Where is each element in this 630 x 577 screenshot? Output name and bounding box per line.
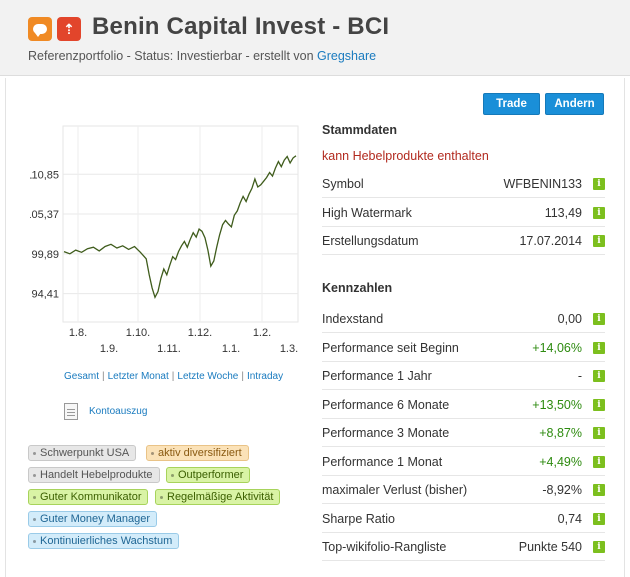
- stammdaten-row-high-watermark: High Watermark 113,49 i: [322, 199, 605, 227]
- row-label: Performance 3 Monate: [322, 425, 450, 440]
- range-separator: |: [102, 371, 105, 382]
- row-label: High Watermark: [322, 205, 412, 220]
- row-label: Erstellungsdatum: [322, 233, 419, 248]
- range-intraday[interactable]: Intraday: [246, 371, 284, 382]
- page-subtitle: Referenzportfolio - Status: Investierbar…: [28, 49, 376, 63]
- kontoauszug-link[interactable]: Kontoauszug: [89, 406, 148, 417]
- kennzahl-row-rangliste: Top-wikifolio-Rangliste Punkte 540 i: [322, 533, 605, 561]
- stammdaten-title: Stammdaten: [322, 123, 398, 137]
- x-axis-ticks: 1.8. 1.10. 1.12. 1.2. 1.9. 1.11. 1.1. 1.3.: [69, 327, 298, 355]
- kennzahl-row-sharpe-ratio: Sharpe Ratio 0,74 i: [322, 505, 605, 533]
- kennzahl-row-maximaler-verlust: maximaler Verlust (bisher) -8,92% i: [322, 476, 605, 504]
- tag-kontinuierliches-wachstum[interactable]: Kontinuierliches Wachstum: [28, 533, 180, 549]
- row-label: Indexstand: [322, 311, 384, 326]
- page-title: Benin Capital Invest - BCI: [92, 13, 390, 40]
- info-icon[interactable]: i: [593, 540, 605, 553]
- y-tick-label: 99,89: [31, 249, 59, 261]
- y-tick-label: 110,85: [30, 169, 59, 181]
- row-label: Symbol: [322, 176, 364, 191]
- kennzahl-row-indexstand: Indexstand 0,00 i: [322, 305, 605, 333]
- row-label: Performance 1 Monat: [322, 454, 443, 469]
- info-icon[interactable]: i: [593, 341, 605, 354]
- row-value: -: [577, 368, 582, 383]
- info-icon[interactable]: i: [593, 512, 605, 525]
- performance-chart: 110,85 105,37 99,89 94,41 1.8. 1.10. 1.12. 1.2…: [30, 125, 299, 355]
- info-icon[interactable]: i: [593, 398, 605, 411]
- info-icon[interactable]: i: [593, 312, 605, 325]
- info-icon[interactable]: i: [593, 455, 605, 468]
- subtitle-text: Referenzportfolio - Status: Investierbar…: [28, 49, 318, 63]
- x-tick-label: 1.2.: [253, 327, 271, 339]
- x-tick-label: 1.11.: [157, 343, 181, 355]
- row-label: Performance 1 Jahr: [322, 368, 432, 383]
- kennzahl-row-performance-seit-beginn: Performance seit Beginn +14,06% i: [322, 334, 605, 362]
- tag-guter-money-manager[interactable]: Guter Money Manager: [28, 511, 158, 527]
- info-icon[interactable]: i: [593, 369, 605, 382]
- kennzahl-row-performance-3-monate: Performance 3 Monate +8,87% i: [322, 419, 605, 447]
- kennzahlen-title: Kennzahlen: [322, 281, 393, 295]
- y-axis-ticks: 110,85 105,37 99,89 94,41: [30, 169, 59, 300]
- row-label: Sharpe Ratio: [322, 511, 395, 526]
- tag-aktiv-diversifiziert[interactable]: aktiv diversifiziert: [146, 445, 249, 461]
- info-icon[interactable]: i: [593, 177, 605, 190]
- kennzahl-row-performance-1-jahr: Performance 1 Jahr - i: [322, 362, 605, 390]
- arrow-up-icon[interactable]: ⇡: [57, 17, 81, 41]
- tag-handelt-hebelprodukte[interactable]: Handelt Hebelprodukte: [28, 467, 160, 483]
- row-value: -8,92%: [542, 482, 582, 497]
- info-icon[interactable]: i: [593, 234, 605, 247]
- row-value: WFBENIN133: [503, 176, 583, 191]
- row-value: 0,74: [557, 511, 582, 526]
- aendern-button[interactable]: Andern: [545, 93, 604, 115]
- row-value: 113,49: [544, 205, 582, 220]
- row-label: maximaler Verlust (bisher): [322, 482, 468, 497]
- x-tick-label: 1.8.: [69, 327, 87, 339]
- range-letzter-monat[interactable]: Letzter Monat: [107, 371, 169, 382]
- x-tick-label: 1.12.: [188, 327, 212, 339]
- row-value: 17.07.2014: [519, 233, 582, 248]
- row-value: Punkte 540: [518, 539, 582, 554]
- row-value: +8,87%: [539, 425, 582, 440]
- row-label: Performance 6 Monate: [322, 397, 450, 412]
- y-tick-label: 94,41: [31, 289, 59, 301]
- range-selector: Gesamt | Letzter Monat | Letzte Woche | Intrad…: [64, 371, 283, 382]
- plot-area: [62, 125, 299, 323]
- series-line: [63, 155, 297, 300]
- tag-regelmaessige-aktivitaet[interactable]: Regelmäßige Aktivität: [155, 489, 281, 505]
- x-tick-label: 1.10.: [126, 327, 150, 339]
- row-label: Top-wikifolio-Rangliste: [322, 539, 447, 554]
- row-value: +4,49%: [539, 454, 582, 469]
- y-tick-label: 105,37: [30, 209, 59, 221]
- content-panel: [5, 78, 625, 577]
- range-gesamt[interactable]: Gesamt: [64, 371, 100, 382]
- kennzahl-row-performance-6-monate: Performance 6 Monate +13,50% i: [322, 391, 605, 419]
- document-icon[interactable]: [64, 403, 78, 420]
- page-header: ⇡ Benin Capital Invest - BCI Referenzpor…: [0, 0, 630, 76]
- x-tick-label: 1.9.: [100, 343, 118, 355]
- row-value: +13,50%: [532, 397, 582, 412]
- row-value: 0,00: [557, 311, 582, 326]
- tag-outperformer[interactable]: Outperformer: [166, 467, 251, 483]
- range-letzte-woche[interactable]: Letzte Woche: [177, 371, 239, 382]
- x-tick-label: 1.1.: [222, 343, 240, 355]
- grid: [63, 126, 298, 322]
- stammdaten-row-erstellungsdatum: Erstellungsdatum 17.07.2014 i: [322, 227, 605, 255]
- range-separator: |: [171, 371, 175, 382]
- range-separator: |: [241, 371, 244, 382]
- row-value: +14,06%: [532, 340, 582, 355]
- info-icon[interactable]: i: [593, 483, 605, 496]
- tag-guter-kommunikator[interactable]: Guter Kommunikator: [28, 489, 149, 505]
- x-tick-label: 1.3.: [280, 343, 298, 355]
- tag-schwerpunkt-usa[interactable]: Schwerpunkt USA: [28, 445, 137, 461]
- kennzahl-row-performance-1-monat: Performance 1 Monat +4,49% i: [322, 448, 605, 476]
- info-icon[interactable]: i: [593, 206, 605, 219]
- leverage-warning: kann Hebelprodukte enthalten: [322, 149, 489, 163]
- author-link[interactable]: Gregshare: [317, 49, 377, 63]
- chat-bubble-icon[interactable]: [28, 17, 52, 41]
- trade-button[interactable]: Trade: [483, 93, 540, 115]
- info-icon[interactable]: i: [593, 426, 605, 439]
- stammdaten-row-symbol: Symbol WFBENIN133 i: [322, 170, 605, 198]
- row-label: Performance seit Beginn: [322, 340, 459, 355]
